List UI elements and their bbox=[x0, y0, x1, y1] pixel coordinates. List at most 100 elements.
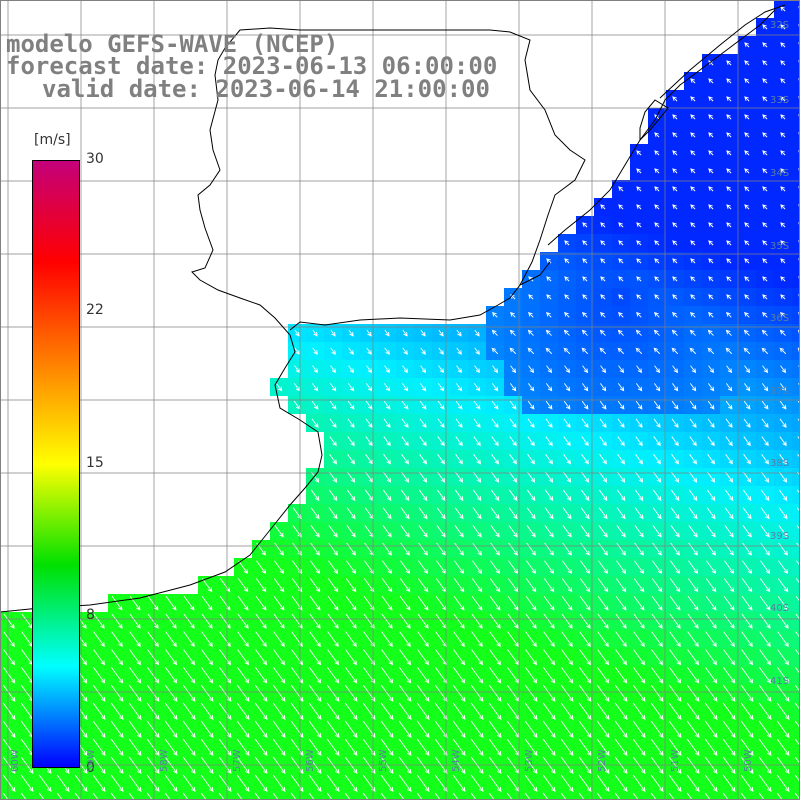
wind-arrow bbox=[382, 507, 392, 520]
wind-arrow bbox=[618, 365, 625, 374]
wind-arrow bbox=[725, 383, 733, 392]
wind-arrow bbox=[344, 720, 358, 738]
wind-arrow bbox=[671, 347, 679, 355]
wind-arrow bbox=[600, 312, 606, 318]
wind-arrow bbox=[347, 418, 355, 428]
wind-arrow bbox=[564, 276, 570, 282]
wind-cell bbox=[432, 792, 450, 800]
wind-arrow bbox=[398, 774, 412, 792]
wind-arrow bbox=[797, 418, 800, 423]
wind-arrow bbox=[795, 649, 800, 657]
wind-arrow bbox=[636, 294, 642, 300]
wind-arrow bbox=[759, 596, 771, 611]
wind-arrow bbox=[401, 471, 410, 483]
wind-arrow bbox=[762, 24, 768, 30]
wind-arrow bbox=[762, 276, 768, 282]
wind-arrow bbox=[651, 596, 663, 611]
wind-arrow bbox=[796, 525, 800, 531]
wind-arrow bbox=[219, 631, 231, 647]
wind-arrow bbox=[726, 312, 732, 318]
wind-cell bbox=[792, 162, 800, 180]
wind-arrow bbox=[743, 400, 751, 410]
wind-arrow bbox=[672, 150, 678, 156]
lat-label-41s: 41S bbox=[770, 676, 790, 687]
wind-arrow bbox=[743, 471, 752, 483]
wind-arrow bbox=[492, 365, 499, 374]
colorbar-tick-15: 15 bbox=[86, 455, 104, 471]
wind-arrow bbox=[93, 613, 105, 629]
wind-arrow bbox=[688, 542, 698, 556]
wind-arrow bbox=[795, 666, 800, 675]
wind-arrow bbox=[795, 613, 800, 621]
wind-arrow bbox=[524, 684, 538, 702]
wind-arrow bbox=[689, 383, 697, 392]
wind-arrow bbox=[238, 560, 249, 574]
wind-arrow bbox=[653, 400, 661, 410]
wind-arrow bbox=[401, 383, 409, 392]
wind-arrow bbox=[672, 132, 678, 138]
wind-arrow bbox=[562, 507, 572, 520]
wind-arrow bbox=[545, 400, 553, 410]
wind-arrow bbox=[635, 400, 643, 410]
wind-cell bbox=[792, 720, 800, 738]
wind-arrow bbox=[294, 365, 301, 374]
wind-arrow bbox=[634, 542, 644, 556]
wind-arrow bbox=[596, 702, 610, 720]
wind-arrow bbox=[651, 578, 663, 593]
wind-arrow bbox=[668, 738, 682, 756]
wind-arrow bbox=[669, 578, 681, 593]
wind-arrow bbox=[542, 774, 556, 792]
wind-arrow bbox=[365, 454, 373, 465]
wind-arrow bbox=[434, 684, 448, 702]
wind-arrow bbox=[705, 631, 717, 647]
wind-arrow bbox=[290, 792, 297, 800]
wind-arrow bbox=[416, 702, 430, 720]
wind-arrow bbox=[272, 702, 286, 720]
wind-arrow bbox=[582, 312, 588, 318]
wind-arrow bbox=[218, 774, 232, 792]
wind-arrow bbox=[473, 436, 481, 447]
wind-arrow bbox=[650, 738, 664, 756]
wind-cell bbox=[792, 36, 800, 54]
wind-arrow bbox=[582, 258, 588, 264]
wind-arrow bbox=[635, 454, 643, 465]
wind-arrow bbox=[146, 792, 153, 800]
wind-arrow bbox=[345, 649, 357, 666]
wind-arrow bbox=[488, 702, 502, 720]
wind-arrow bbox=[472, 489, 482, 501]
wind-arrow bbox=[346, 525, 356, 538]
colorbar-tick-8: 8 bbox=[86, 607, 95, 623]
wind-arrow bbox=[705, 596, 717, 611]
wind-arrow bbox=[111, 666, 124, 684]
wind-arrow bbox=[489, 666, 502, 684]
wind-arrow bbox=[742, 507, 752, 520]
wind-arrow bbox=[146, 702, 160, 720]
wind-arrow bbox=[455, 471, 464, 483]
wind-arrow bbox=[582, 276, 588, 282]
wind-arrow bbox=[417, 666, 430, 684]
wind-arrow bbox=[380, 738, 394, 756]
wind-arrow bbox=[707, 418, 715, 428]
wind-arrow bbox=[329, 471, 338, 483]
wind-arrow bbox=[615, 596, 627, 611]
wind-cell bbox=[540, 792, 558, 800]
wind-arrow bbox=[401, 454, 409, 465]
wind-arrow bbox=[777, 649, 789, 666]
wind-cell bbox=[792, 216, 800, 234]
wind-arrow bbox=[597, 649, 609, 666]
wind-arrow bbox=[526, 507, 536, 520]
wind-arrow bbox=[562, 542, 572, 556]
wind-arrow bbox=[726, 258, 732, 264]
wind-arrow bbox=[762, 186, 768, 192]
lon-label-50w: 50W bbox=[743, 749, 754, 772]
wind-arrow bbox=[489, 649, 501, 666]
wind-arrow bbox=[419, 383, 427, 392]
wind-arrow bbox=[582, 240, 588, 246]
wind-arrow bbox=[201, 578, 213, 593]
wind-arrow bbox=[147, 649, 159, 666]
wind-arrow bbox=[437, 436, 445, 447]
wind-arrow bbox=[416, 792, 423, 800]
wind-arrow bbox=[473, 383, 481, 392]
wind-arrow bbox=[419, 418, 427, 428]
